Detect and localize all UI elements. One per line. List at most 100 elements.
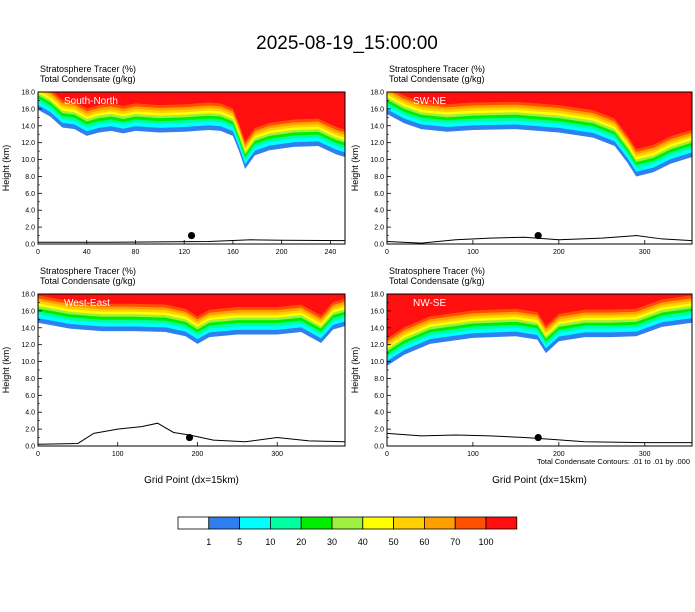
tracer-band-100 bbox=[387, 294, 692, 339]
colorbar: 1 5 10 20 30 40 50 60 70 100 bbox=[177, 516, 518, 547]
x-tick-label: 300 bbox=[271, 451, 283, 458]
y-tick-label: 2.0 bbox=[25, 427, 35, 434]
y-tick-label: 12.0 bbox=[370, 140, 384, 147]
tracer-band-100 bbox=[53, 92, 345, 142]
y-tick-label: 2.0 bbox=[25, 225, 35, 232]
x-tick-label: 200 bbox=[192, 451, 204, 458]
y-axis-label: Height (km) bbox=[1, 347, 11, 394]
y-tick-label: 0.0 bbox=[25, 242, 35, 249]
colorbar-label: 10 bbox=[265, 537, 275, 547]
colorbar-label: 40 bbox=[358, 537, 368, 547]
y-tick-label: 4.0 bbox=[25, 410, 35, 417]
y-tick-label: 18.0 bbox=[21, 90, 35, 97]
y-tick-label: 8.0 bbox=[25, 376, 35, 383]
y-tick-label: 14.0 bbox=[370, 123, 384, 130]
y-tick-label: 18.0 bbox=[370, 90, 384, 97]
chart-panel-nw-se: 0.0 2.0 4.0 6.0 8.0 10.0 12.0 14.0 16.0 18.0 0 100 2… bbox=[350, 266, 693, 486]
y-tick-label: 2.0 bbox=[374, 225, 384, 232]
colorbar-swatch bbox=[208, 516, 241, 530]
panel-label: South-North bbox=[64, 96, 118, 107]
colorbar-label: 50 bbox=[389, 537, 399, 547]
y-axis-label: Height (km) bbox=[350, 347, 360, 394]
header-tracer: Stratosphere Tracer (%) bbox=[389, 266, 485, 276]
x-tick-label: 300 bbox=[639, 249, 651, 256]
figure-title: 2025-08-19_15:00:00 bbox=[256, 33, 438, 54]
location-marker bbox=[534, 231, 542, 240]
y-tick-label: 6.0 bbox=[374, 393, 384, 400]
y-tick-label: 14.0 bbox=[21, 123, 35, 130]
plot-area bbox=[387, 92, 692, 244]
y-tick-label: 6.0 bbox=[25, 393, 35, 400]
colorbar-label: 5 bbox=[237, 537, 242, 547]
y-tick-label: 18.0 bbox=[21, 292, 35, 299]
x-tick-label: 100 bbox=[467, 451, 479, 458]
y-tick-label: 4.0 bbox=[25, 208, 35, 215]
colorbar-swatch bbox=[239, 516, 271, 530]
location-marker bbox=[534, 433, 542, 442]
colorbar-swatch bbox=[485, 516, 518, 530]
colorbar-swatch bbox=[300, 516, 333, 530]
y-tick-label: 6.0 bbox=[374, 191, 384, 198]
x-tick-label: 100 bbox=[467, 249, 479, 256]
header-condensate: Total Condensate (g/kg) bbox=[40, 276, 136, 286]
y-tick-label: 10.0 bbox=[370, 359, 384, 366]
y-axis-label: Height (km) bbox=[1, 145, 11, 192]
y-tick-label: 2.0 bbox=[374, 427, 384, 434]
y-tick-label: 0.0 bbox=[374, 242, 384, 249]
colorbar-label: 20 bbox=[296, 537, 306, 547]
chart-panel-sw-ne: 0.0 2.0 4.0 6.0 8.0 10.0 12.0 14.0 16.0 18.0 0 100 2… bbox=[350, 64, 693, 256]
plot-area bbox=[387, 294, 692, 444]
panel-label: West-East bbox=[64, 298, 110, 309]
header-condensate: Total Condensate (g/kg) bbox=[389, 74, 485, 84]
y-tick-label: 8.0 bbox=[374, 174, 384, 181]
y-axis-label: Height (km) bbox=[350, 145, 360, 192]
y-tick-label: 12.0 bbox=[21, 140, 35, 147]
colorbar-swatch bbox=[177, 516, 210, 530]
plot-area bbox=[38, 294, 345, 445]
tracer-band-100 bbox=[38, 294, 345, 317]
colorbar-swatch bbox=[331, 516, 364, 530]
terrain-line bbox=[387, 235, 692, 244]
colorbar-swatch bbox=[454, 516, 487, 530]
x-tick-label: 300 bbox=[639, 451, 651, 458]
x-tick-label: 240 bbox=[325, 249, 337, 256]
y-tick-label: 16.0 bbox=[21, 308, 35, 315]
contour-footnote: Total Condensate Contours: .01 to .01 by… bbox=[537, 457, 690, 466]
y-tick-label: 8.0 bbox=[374, 376, 384, 383]
x-axis-label: Grid Point (dx=15km) bbox=[492, 475, 587, 486]
colorbar-label: 70 bbox=[450, 537, 460, 547]
colorbar-label: 60 bbox=[419, 537, 429, 547]
x-tick-label: 100 bbox=[112, 451, 124, 458]
x-tick-label: 0 bbox=[385, 451, 389, 458]
panel-label: SW-NE bbox=[413, 96, 446, 107]
y-tick-label: 6.0 bbox=[25, 191, 35, 198]
y-tick-label: 10.0 bbox=[21, 157, 35, 164]
terrain-line bbox=[387, 432, 692, 444]
header-tracer: Stratosphere Tracer (%) bbox=[389, 64, 485, 74]
colorbar-swatch bbox=[393, 516, 425, 530]
colorbar-label: 30 bbox=[327, 537, 337, 547]
chart-panel-south-north: 0.0 2.0 4.0 6.0 8.0 10.0 12.0 14.0 16.0 18.0 0 40 80… bbox=[1, 64, 346, 256]
tracer-band-100 bbox=[397, 92, 692, 149]
y-tick-label: 10.0 bbox=[370, 157, 384, 164]
y-tick-label: 4.0 bbox=[374, 208, 384, 215]
chart-panel-west-east: 0.0 2.0 4.0 6.0 8.0 10.0 12.0 14.0 16.0 18.0 0 100 2… bbox=[1, 266, 346, 486]
y-tick-label: 14.0 bbox=[370, 325, 384, 332]
x-tick-label: 160 bbox=[227, 249, 239, 256]
y-tick-label: 12.0 bbox=[370, 342, 384, 349]
y-tick-label: 14.0 bbox=[21, 325, 35, 332]
x-tick-label: 120 bbox=[178, 249, 190, 256]
x-tick-label: 200 bbox=[553, 451, 565, 458]
y-tick-label: 16.0 bbox=[21, 106, 35, 113]
colorbar-swatch bbox=[362, 516, 394, 530]
y-tick-label: 4.0 bbox=[374, 410, 384, 417]
header-tracer: Stratosphere Tracer (%) bbox=[40, 64, 136, 74]
x-tick-label: 40 bbox=[83, 249, 91, 256]
header-tracer: Stratosphere Tracer (%) bbox=[40, 266, 136, 276]
colorbar-swatch bbox=[269, 516, 302, 530]
x-tick-label: 200 bbox=[276, 249, 288, 256]
terrain-line bbox=[38, 422, 345, 445]
terrain-line bbox=[38, 239, 345, 243]
colorbar-swatch bbox=[423, 516, 456, 530]
